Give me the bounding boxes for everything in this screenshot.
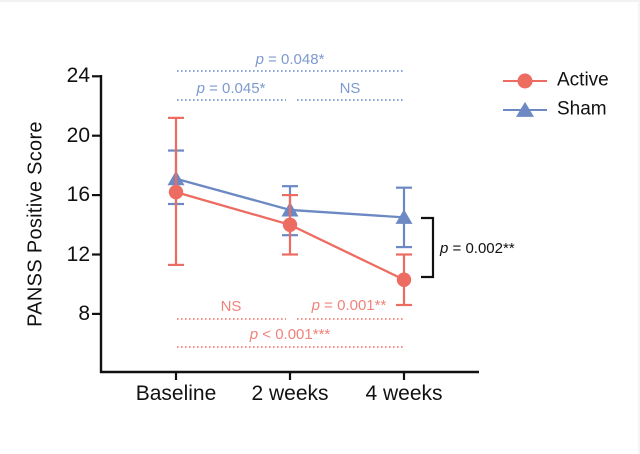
active-point-2 (396, 272, 412, 287)
x-tick-label-baseline: Baseline (135, 382, 217, 405)
active-pvalue-overall: p < 0.001*** (249, 326, 331, 343)
active-legend-marker (503, 72, 547, 90)
active-ns-b-2w: NS (220, 298, 242, 315)
active-point-0 (168, 184, 184, 200)
sham-ns-2w-4w: NS (339, 80, 361, 97)
sham-pvalue-b-2w: p = 0.045* (196, 80, 266, 97)
x-tick-label-2weeks: 2 weeks (251, 382, 329, 405)
legend-item-sham: Sham (503, 98, 633, 120)
y-tick-label-8: 8 (78, 302, 90, 325)
sham-triangle-icon (516, 101, 534, 117)
active-pvalue-2w-4w: p = 0.001** (311, 297, 387, 314)
active-circle-icon (517, 73, 533, 89)
y-axis-title: PANSS Positive Score (24, 121, 47, 327)
legend-label-sham: Sham (557, 98, 607, 120)
sham-legend-marker (503, 101, 547, 119)
group-difference-pvalue: p = 0.002** (440, 240, 515, 257)
group-difference-bracket (421, 216, 435, 279)
y-tick-label-12: 12 (66, 243, 90, 266)
legend-label-active: Active (557, 69, 609, 91)
y-tick-label-20: 20 (66, 124, 90, 147)
y-tick-label-24: 24 (66, 64, 90, 87)
x-tick-label-4weeks: 4 weeks (365, 382, 443, 405)
legend-item-active: Active (503, 69, 633, 91)
active-point-1 (282, 217, 298, 232)
y-tick-label-16: 16 (66, 183, 90, 206)
sham-point-2 (395, 209, 413, 224)
sham-pvalue-overall: p = 0.048* (255, 51, 325, 68)
